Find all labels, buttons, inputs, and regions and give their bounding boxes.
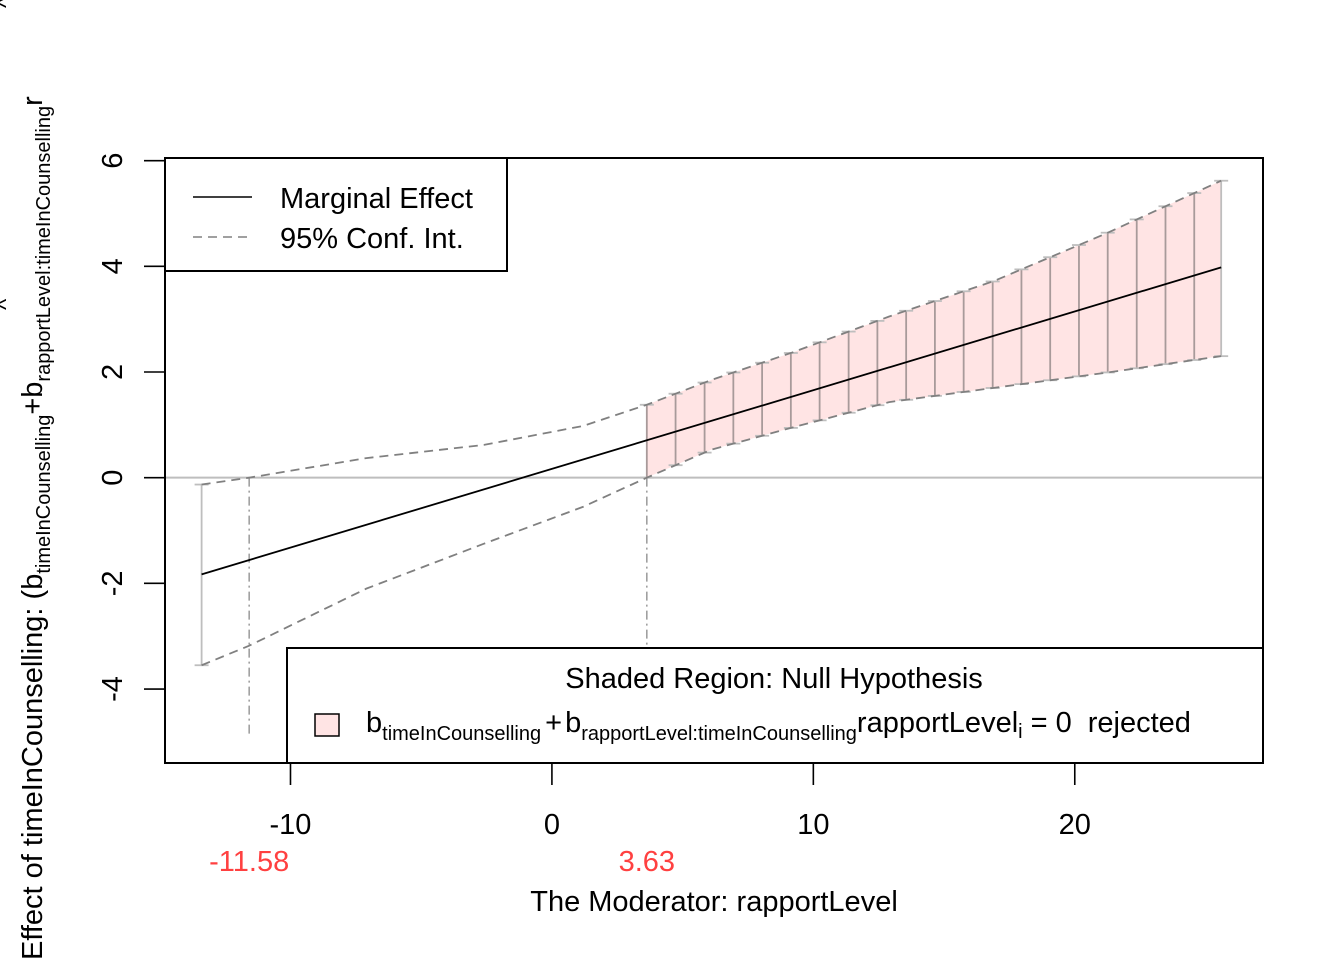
critical-value-labels: -11.58 3.63	[209, 846, 675, 878]
legend-box	[164, 157, 508, 272]
error-bar	[194, 483, 209, 667]
shaded-legend-box	[286, 647, 1264, 764]
critical-value-label: -11.58	[209, 846, 289, 878]
ci-lower-line	[201, 355, 1222, 667]
y-axis-label-hat-1: ^	[0, 298, 20, 310]
critical-value-label: 3.63	[619, 846, 675, 878]
x-axis: -10 0 10 20	[270, 762, 1091, 841]
y-tick-label: 4	[97, 258, 129, 274]
marginal-effect-line	[201, 266, 1222, 576]
x-tick-label: 20	[1059, 809, 1091, 841]
shaded-legend-swatch	[314, 713, 340, 737]
legend-label-conf-int: 95% Conf. Int.	[280, 223, 464, 255]
legend-label-marginal-effect: Marginal Effect	[280, 183, 473, 215]
y-tick-label: 0	[97, 470, 129, 486]
y-tick-label: -2	[97, 570, 129, 596]
y-tick-label: -4	[97, 676, 129, 702]
shaded-legend-hypothesis: btimeInCounselling + brapportLevel:timeInC…	[366, 707, 1191, 745]
x-tick-label: -10	[270, 809, 312, 841]
y-tick-label: 6	[97, 153, 129, 169]
x-tick-label: 0	[544, 809, 560, 841]
y-axis-label-hat-2: ^	[0, 0, 20, 8]
y-tick-label: 2	[97, 364, 129, 380]
shaded-legend-title: Shaded Region: Null Hypothesis	[565, 663, 983, 695]
ci-upper-line	[201, 179, 1222, 486]
x-axis-label: The Moderator: rapportLevel	[530, 886, 898, 918]
x-tick-label: 10	[797, 809, 829, 841]
y-axis-label: Effect of timeInCounselling: (btimeInCou…	[17, 96, 55, 960]
y-axis: -4 -2 0 2 4 6	[97, 153, 166, 702]
shaded-region-legend: Shaded Region: Null Hypothesis btimeInCo…	[286, 647, 1264, 764]
legend: Marginal Effect 95% Conf. Int.	[164, 157, 508, 272]
